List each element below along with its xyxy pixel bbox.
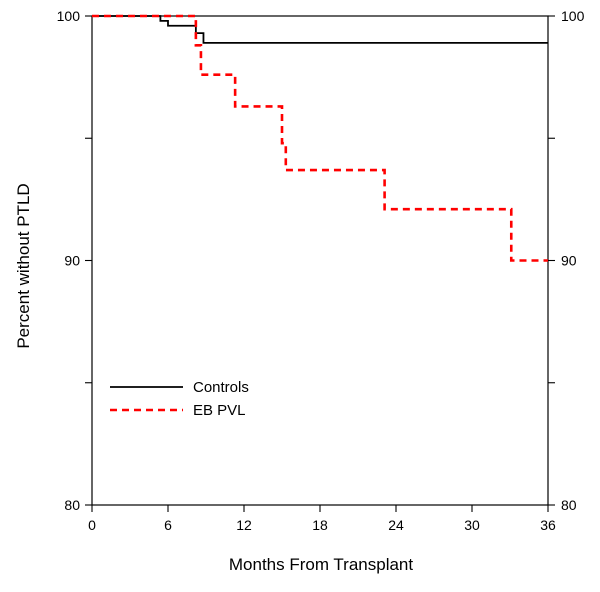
right-y-tick-label: 80 bbox=[561, 497, 577, 513]
x-tick-label: 30 bbox=[464, 517, 480, 533]
x-tick-label: 12 bbox=[236, 517, 252, 533]
legend-label: Controls bbox=[193, 379, 249, 396]
x-tick-label: 6 bbox=[164, 517, 172, 533]
left-y-tick-label: 100 bbox=[57, 8, 81, 24]
left-y-tick-label: 80 bbox=[64, 497, 80, 513]
left-y-tick-label: 90 bbox=[64, 253, 80, 269]
right-y-tick-label: 90 bbox=[561, 253, 577, 269]
x-tick-label: 18 bbox=[312, 517, 328, 533]
x-tick-label: 36 bbox=[540, 517, 556, 533]
plot-frame bbox=[91, 15, 549, 506]
series-lines bbox=[92, 14, 548, 262]
series-line-eb-pvl bbox=[92, 14, 548, 262]
x-tick-label: 24 bbox=[388, 517, 404, 533]
x-tick-label: 0 bbox=[88, 517, 96, 533]
right-y-axis: 80 90 100 bbox=[548, 8, 585, 513]
legend: Controls EB PVL bbox=[110, 379, 249, 419]
y-axis-title: Percent without PTLD bbox=[14, 183, 33, 348]
x-axis: 0 6 12 18 24 30 36 bbox=[88, 505, 556, 533]
plot-frame-border bbox=[91, 15, 549, 506]
left-y-axis: 80 90 100 bbox=[57, 8, 92, 513]
legend-label: EB PVL bbox=[193, 402, 246, 419]
series-line-controls bbox=[92, 15, 548, 44]
x-axis-title: Months From Transplant bbox=[229, 555, 414, 574]
right-y-tick-label: 100 bbox=[561, 8, 585, 24]
